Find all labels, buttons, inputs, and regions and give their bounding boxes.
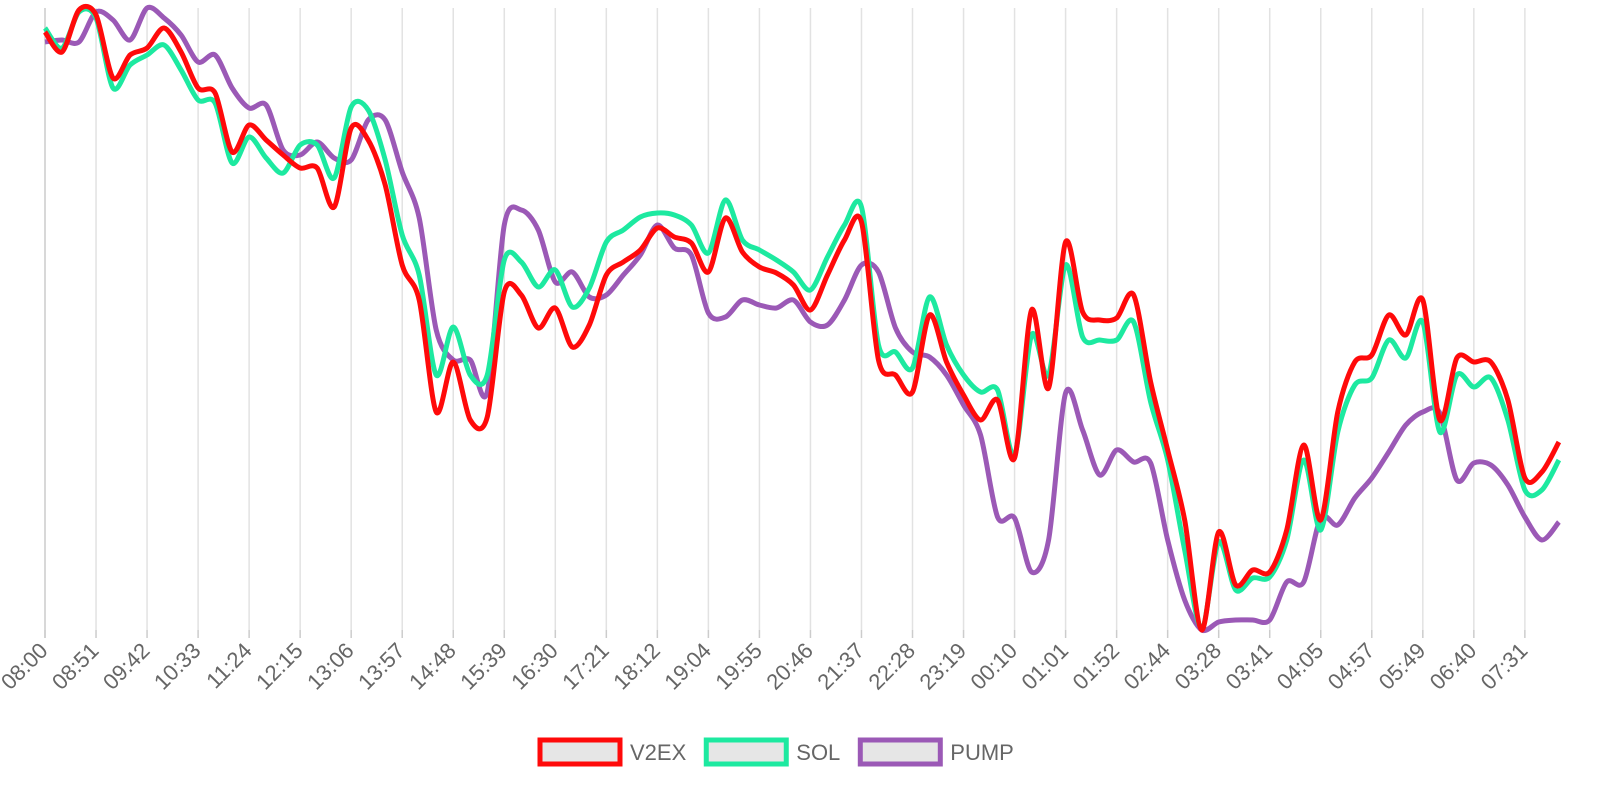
line-series xyxy=(42,6,1562,631)
x-tick-label: 01:01 xyxy=(1017,638,1074,695)
x-tick-label: 19:55 xyxy=(710,638,767,695)
legend-label: V2EX xyxy=(630,740,687,765)
x-tick-label: 01:52 xyxy=(1068,638,1125,695)
x-tick-label: 06:40 xyxy=(1425,638,1482,695)
legend-label: SOL xyxy=(796,740,840,765)
line-series xyxy=(44,4,1561,634)
x-tick-label: 23:19 xyxy=(914,638,971,695)
x-tick-label: 18:12 xyxy=(608,638,665,695)
x-tick-label: 13:57 xyxy=(353,638,410,695)
legend-swatch xyxy=(537,737,623,767)
line-series xyxy=(42,3,1562,633)
x-tick-label: 13:06 xyxy=(302,638,359,695)
legend-swatch xyxy=(857,737,943,767)
legend-label: PUMP xyxy=(950,740,1014,765)
x-tick-label: 10:33 xyxy=(149,638,206,695)
x-tick-label: 21:37 xyxy=(812,638,869,695)
x-tick-label: 14:48 xyxy=(404,638,461,695)
x-tick-label: 17:21 xyxy=(557,638,614,695)
x-tick-label: 08:51 xyxy=(47,638,104,695)
x-tick-label: 12:15 xyxy=(251,638,308,695)
x-tick-label: 11:24 xyxy=(201,638,256,693)
legend-swatch xyxy=(703,737,789,767)
x-tick-label: 15:39 xyxy=(455,638,512,695)
x-tick-label: 09:42 xyxy=(98,638,155,695)
x-tick-label: 04:05 xyxy=(1272,638,1329,695)
x-tick-label: 04:57 xyxy=(1323,638,1380,695)
x-tick-label: 20:46 xyxy=(761,638,818,695)
x-tick-label: 03:41 xyxy=(1221,638,1278,695)
x-tick-label: 07:31 xyxy=(1476,638,1533,695)
x-tick-label: 00:10 xyxy=(965,638,1022,695)
x-tick-label: 02:44 xyxy=(1119,638,1176,695)
x-tick-label: 19:04 xyxy=(659,638,716,695)
x-tick-label: 05:49 xyxy=(1374,638,1431,695)
x-tick-label: 16:30 xyxy=(506,638,563,695)
x-tick-label: 22:28 xyxy=(863,638,920,695)
x-tick-label: 03:28 xyxy=(1170,638,1227,695)
x-tick-label: 08:00 xyxy=(0,638,53,695)
